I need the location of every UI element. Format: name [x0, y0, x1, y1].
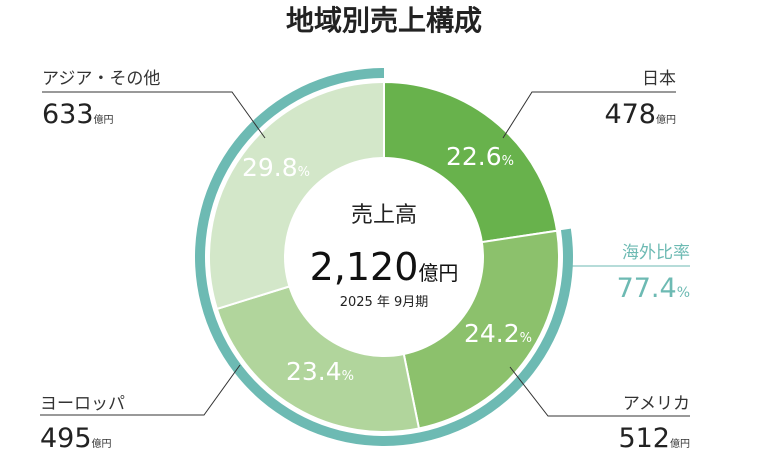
- pct-label-asia-unit: %: [298, 165, 310, 180]
- overseas-ratio-label: 海外比率: [622, 243, 690, 263]
- label-europe-unit: 億円: [92, 437, 112, 450]
- label-america-name: アメリカ: [623, 394, 690, 414]
- pct-label-europe: 23.4%: [286, 357, 354, 386]
- label-europe-value: 495: [40, 423, 92, 454]
- pct-label-asia-value: 29.8: [242, 153, 298, 182]
- leader-line-america: [509, 366, 690, 417]
- center-total-unit: 億円: [418, 261, 458, 285]
- leader-line-japan: [502, 91, 676, 139]
- center-total: 2,120億円: [310, 245, 459, 289]
- leader-line-asia: [42, 91, 266, 139]
- center-hole: [284, 157, 484, 357]
- pct-label-america: 24.2%: [464, 319, 532, 348]
- overseas-ratio-amount: 77.4%: [617, 273, 690, 304]
- label-japan-amount: 478億円: [604, 99, 676, 130]
- label-asia-unit: 億円: [94, 113, 114, 126]
- leader-line-europe: [40, 364, 241, 416]
- center-label: 売上高: [351, 203, 417, 228]
- label-asia-amount: 633億円: [42, 99, 114, 130]
- pct-label-america-unit: %: [520, 331, 532, 346]
- center-period: 2025 年 9月期: [340, 295, 429, 310]
- overseas-ratio-unit: %: [677, 285, 690, 301]
- label-japan-name: 日本: [642, 69, 676, 89]
- leader-lines: [40, 91, 690, 417]
- overseas-ratio-value: 77.4: [617, 273, 677, 304]
- pct-label-japan-unit: %: [502, 154, 514, 169]
- pct-label-america-value: 24.2: [464, 319, 520, 348]
- label-america-value: 512: [618, 423, 670, 454]
- label-america-amount: 512億円: [618, 423, 690, 454]
- label-japan-value: 478: [604, 99, 656, 130]
- chart-title: 地域別売上構成: [286, 4, 482, 37]
- pct-label-europe-unit: %: [342, 369, 354, 384]
- label-asia-name: アジア・その他: [42, 69, 160, 89]
- label-asia-value: 633: [42, 99, 94, 130]
- label-america-unit: 億円: [670, 437, 690, 450]
- label-europe-amount: 495億円: [40, 423, 112, 454]
- label-europe-name: ヨーロッパ: [40, 394, 125, 414]
- pct-label-japan-value: 22.6: [446, 142, 502, 171]
- pct-label-asia: 29.8%: [242, 153, 310, 182]
- pct-label-europe-value: 23.4: [286, 357, 342, 386]
- center-total-value: 2,120: [310, 245, 419, 289]
- label-japan-unit: 億円: [656, 113, 676, 126]
- pct-label-japan: 22.6%: [446, 142, 514, 171]
